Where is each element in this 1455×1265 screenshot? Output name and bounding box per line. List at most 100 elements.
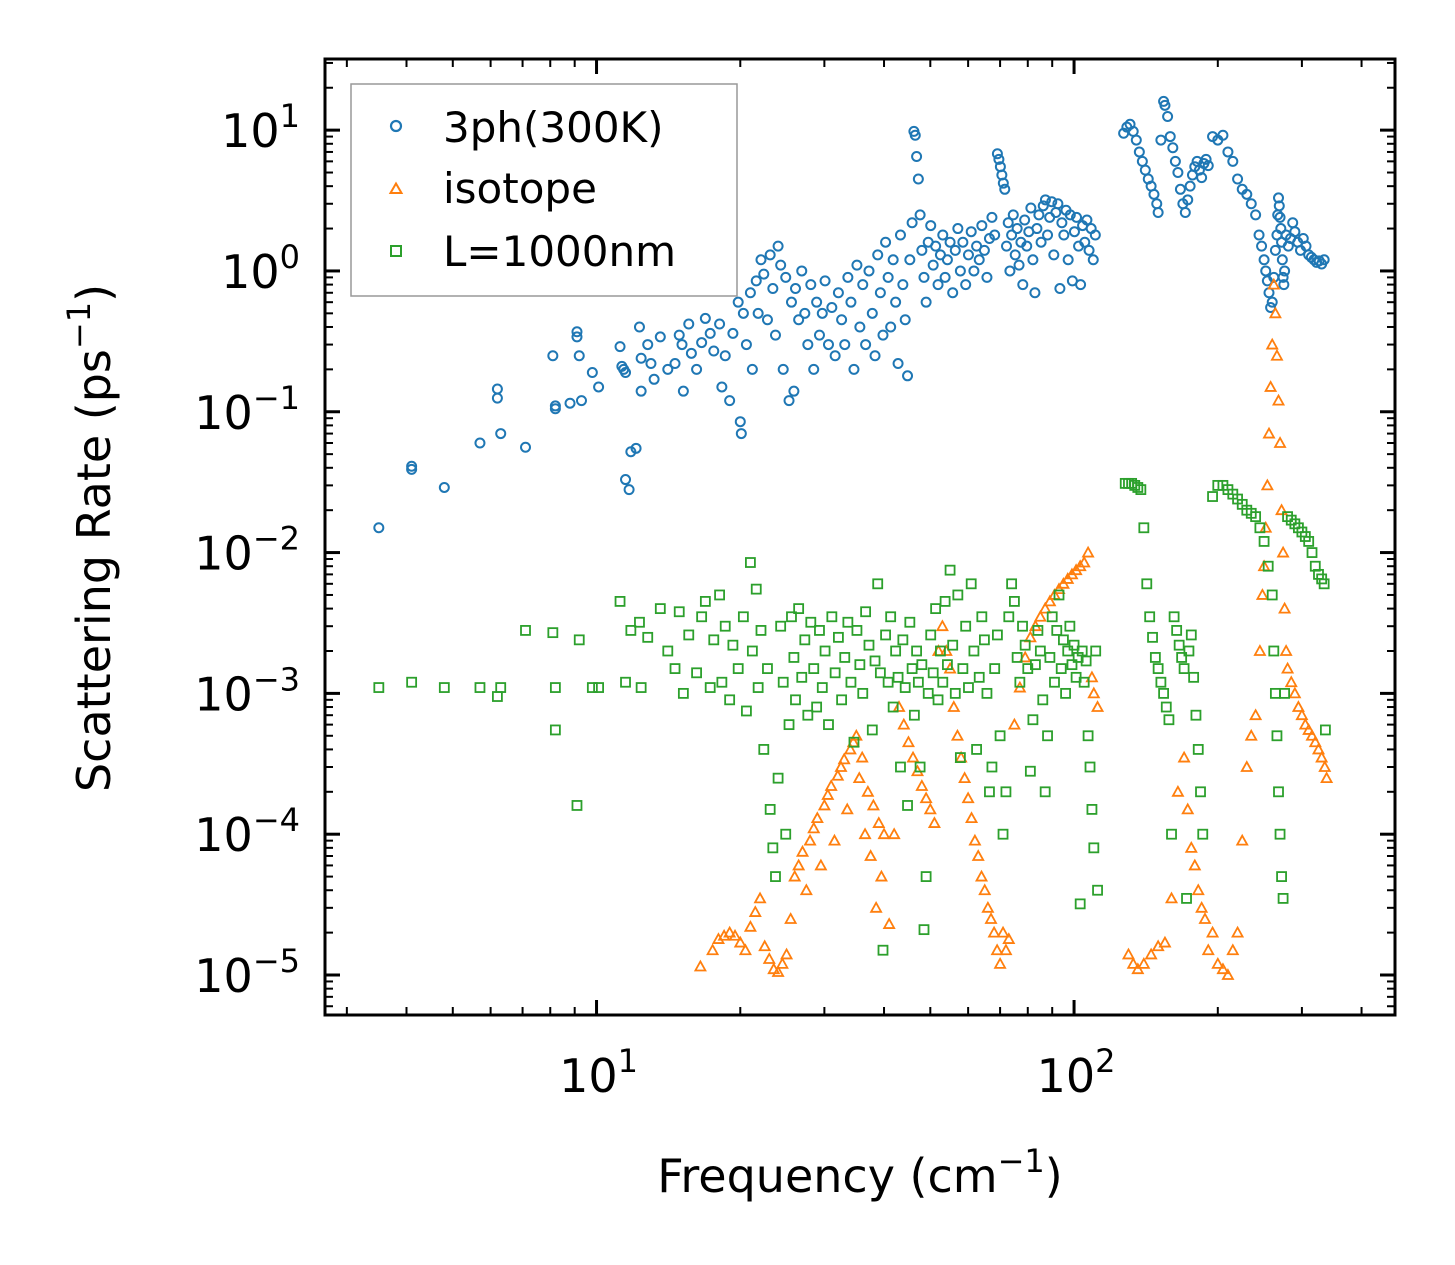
point-isotope: [1126, 957, 1140, 969]
point-boundary: [634, 616, 645, 628]
point-boundary: [1074, 898, 1086, 910]
point-boundary: [1019, 639, 1031, 651]
point-3ph: [978, 244, 990, 256]
point-boundary: [997, 828, 1009, 840]
point-3ph: [822, 339, 834, 351]
point-boundary: [994, 730, 1006, 742]
point-boundary: [984, 786, 995, 798]
point-3ph: [927, 259, 939, 271]
point-3ph: [1273, 200, 1285, 212]
point-boundary: [1044, 652, 1056, 663]
point-boundary: [474, 682, 486, 693]
point-3ph: [1162, 110, 1174, 122]
point-boundary: [491, 691, 503, 702]
point-isotope: [869, 900, 883, 913]
point-3ph: [944, 236, 956, 248]
point-boundary: [906, 663, 918, 674]
point-boundary: [1262, 560, 1274, 572]
point-isotope: [1275, 503, 1289, 516]
point-3ph: [860, 339, 872, 351]
point-3ph: [962, 249, 974, 261]
point-boundary: [373, 682, 385, 693]
point-isotope: [927, 816, 941, 828]
point-3ph: [912, 173, 924, 185]
point-isotope: [795, 844, 810, 857]
point-3ph: [620, 367, 632, 379]
point-3ph: [732, 296, 744, 308]
point-3ph: [575, 395, 587, 407]
point-3ph: [1031, 223, 1043, 235]
point-3ph: [941, 254, 953, 266]
point-3ph: [866, 307, 878, 319]
point-3ph: [848, 363, 860, 375]
point-3ph: [930, 240, 942, 252]
point-isotope: [1305, 728, 1319, 741]
point-3ph: [851, 259, 863, 271]
point-isotope: [1255, 588, 1269, 600]
point-3ph: [937, 229, 949, 241]
point-3ph: [474, 437, 486, 449]
point-3ph: [911, 150, 923, 162]
point-3ph: [491, 383, 503, 395]
point-isotope: [1226, 943, 1240, 956]
point-isotope: [861, 784, 875, 797]
point-isotope: [1007, 717, 1021, 730]
point-boundary: [1207, 491, 1218, 502]
point-3ph: [1021, 240, 1033, 252]
point-isotope: [1158, 935, 1172, 948]
point-3ph: [965, 226, 977, 238]
point-boundary: [673, 606, 685, 618]
point-3ph: [986, 211, 998, 223]
point-boundary: [1185, 629, 1197, 641]
point-3ph: [1184, 180, 1196, 192]
point-boundary: [872, 578, 884, 590]
point-boundary: [586, 682, 598, 693]
point-isotope: [877, 827, 891, 840]
point-3ph: [775, 259, 787, 271]
point-3ph: [623, 484, 635, 496]
point-isotope: [1235, 833, 1249, 846]
legend-label-boundary: L=1000nm: [443, 227, 676, 276]
point-boundary: [954, 752, 966, 763]
point-3ph: [1027, 254, 1039, 266]
point-3ph: [906, 217, 918, 229]
point-isotope: [1265, 337, 1279, 350]
point-boundary: [1086, 804, 1098, 815]
point-boundary: [764, 804, 776, 815]
point-boundary: [1062, 645, 1074, 657]
point-boundary: [1000, 786, 1012, 798]
point-isotope: [1284, 675, 1298, 688]
point-3ph: [673, 329, 685, 341]
point-isotope: [1278, 601, 1292, 614]
point-3ph: [1232, 173, 1244, 185]
point-boundary: [1037, 694, 1049, 706]
point-boundary: [1008, 596, 1020, 607]
point-isotope: [1231, 925, 1245, 938]
point-boundary: [892, 671, 904, 683]
point-3ph: [758, 268, 770, 280]
point-boundary: [860, 606, 872, 618]
point-boundary: [882, 676, 894, 688]
point-3ph: [373, 522, 385, 534]
point-isotope: [711, 932, 725, 944]
point-isotope: [1091, 700, 1105, 712]
point-boundary: [826, 611, 838, 623]
point-3ph: [662, 363, 674, 375]
point-isotope: [971, 849, 985, 861]
point-boundary: [1266, 589, 1278, 601]
point-isotope: [1144, 947, 1158, 960]
point-3ph: [1004, 265, 1016, 277]
point-3ph: [586, 367, 598, 379]
point-3ph: [495, 428, 507, 440]
point-3ph: [1029, 287, 1041, 299]
point-boundary: [1051, 625, 1063, 636]
point-boundary: [992, 629, 1003, 641]
point-3ph: [571, 331, 583, 343]
point-3ph: [1035, 236, 1047, 248]
point-boundary: [654, 603, 666, 615]
point-boundary: [790, 694, 801, 706]
point-boundary: [908, 709, 920, 721]
point-boundary: [914, 761, 926, 773]
point-boundary: [848, 736, 860, 748]
point-3ph: [1159, 99, 1171, 111]
